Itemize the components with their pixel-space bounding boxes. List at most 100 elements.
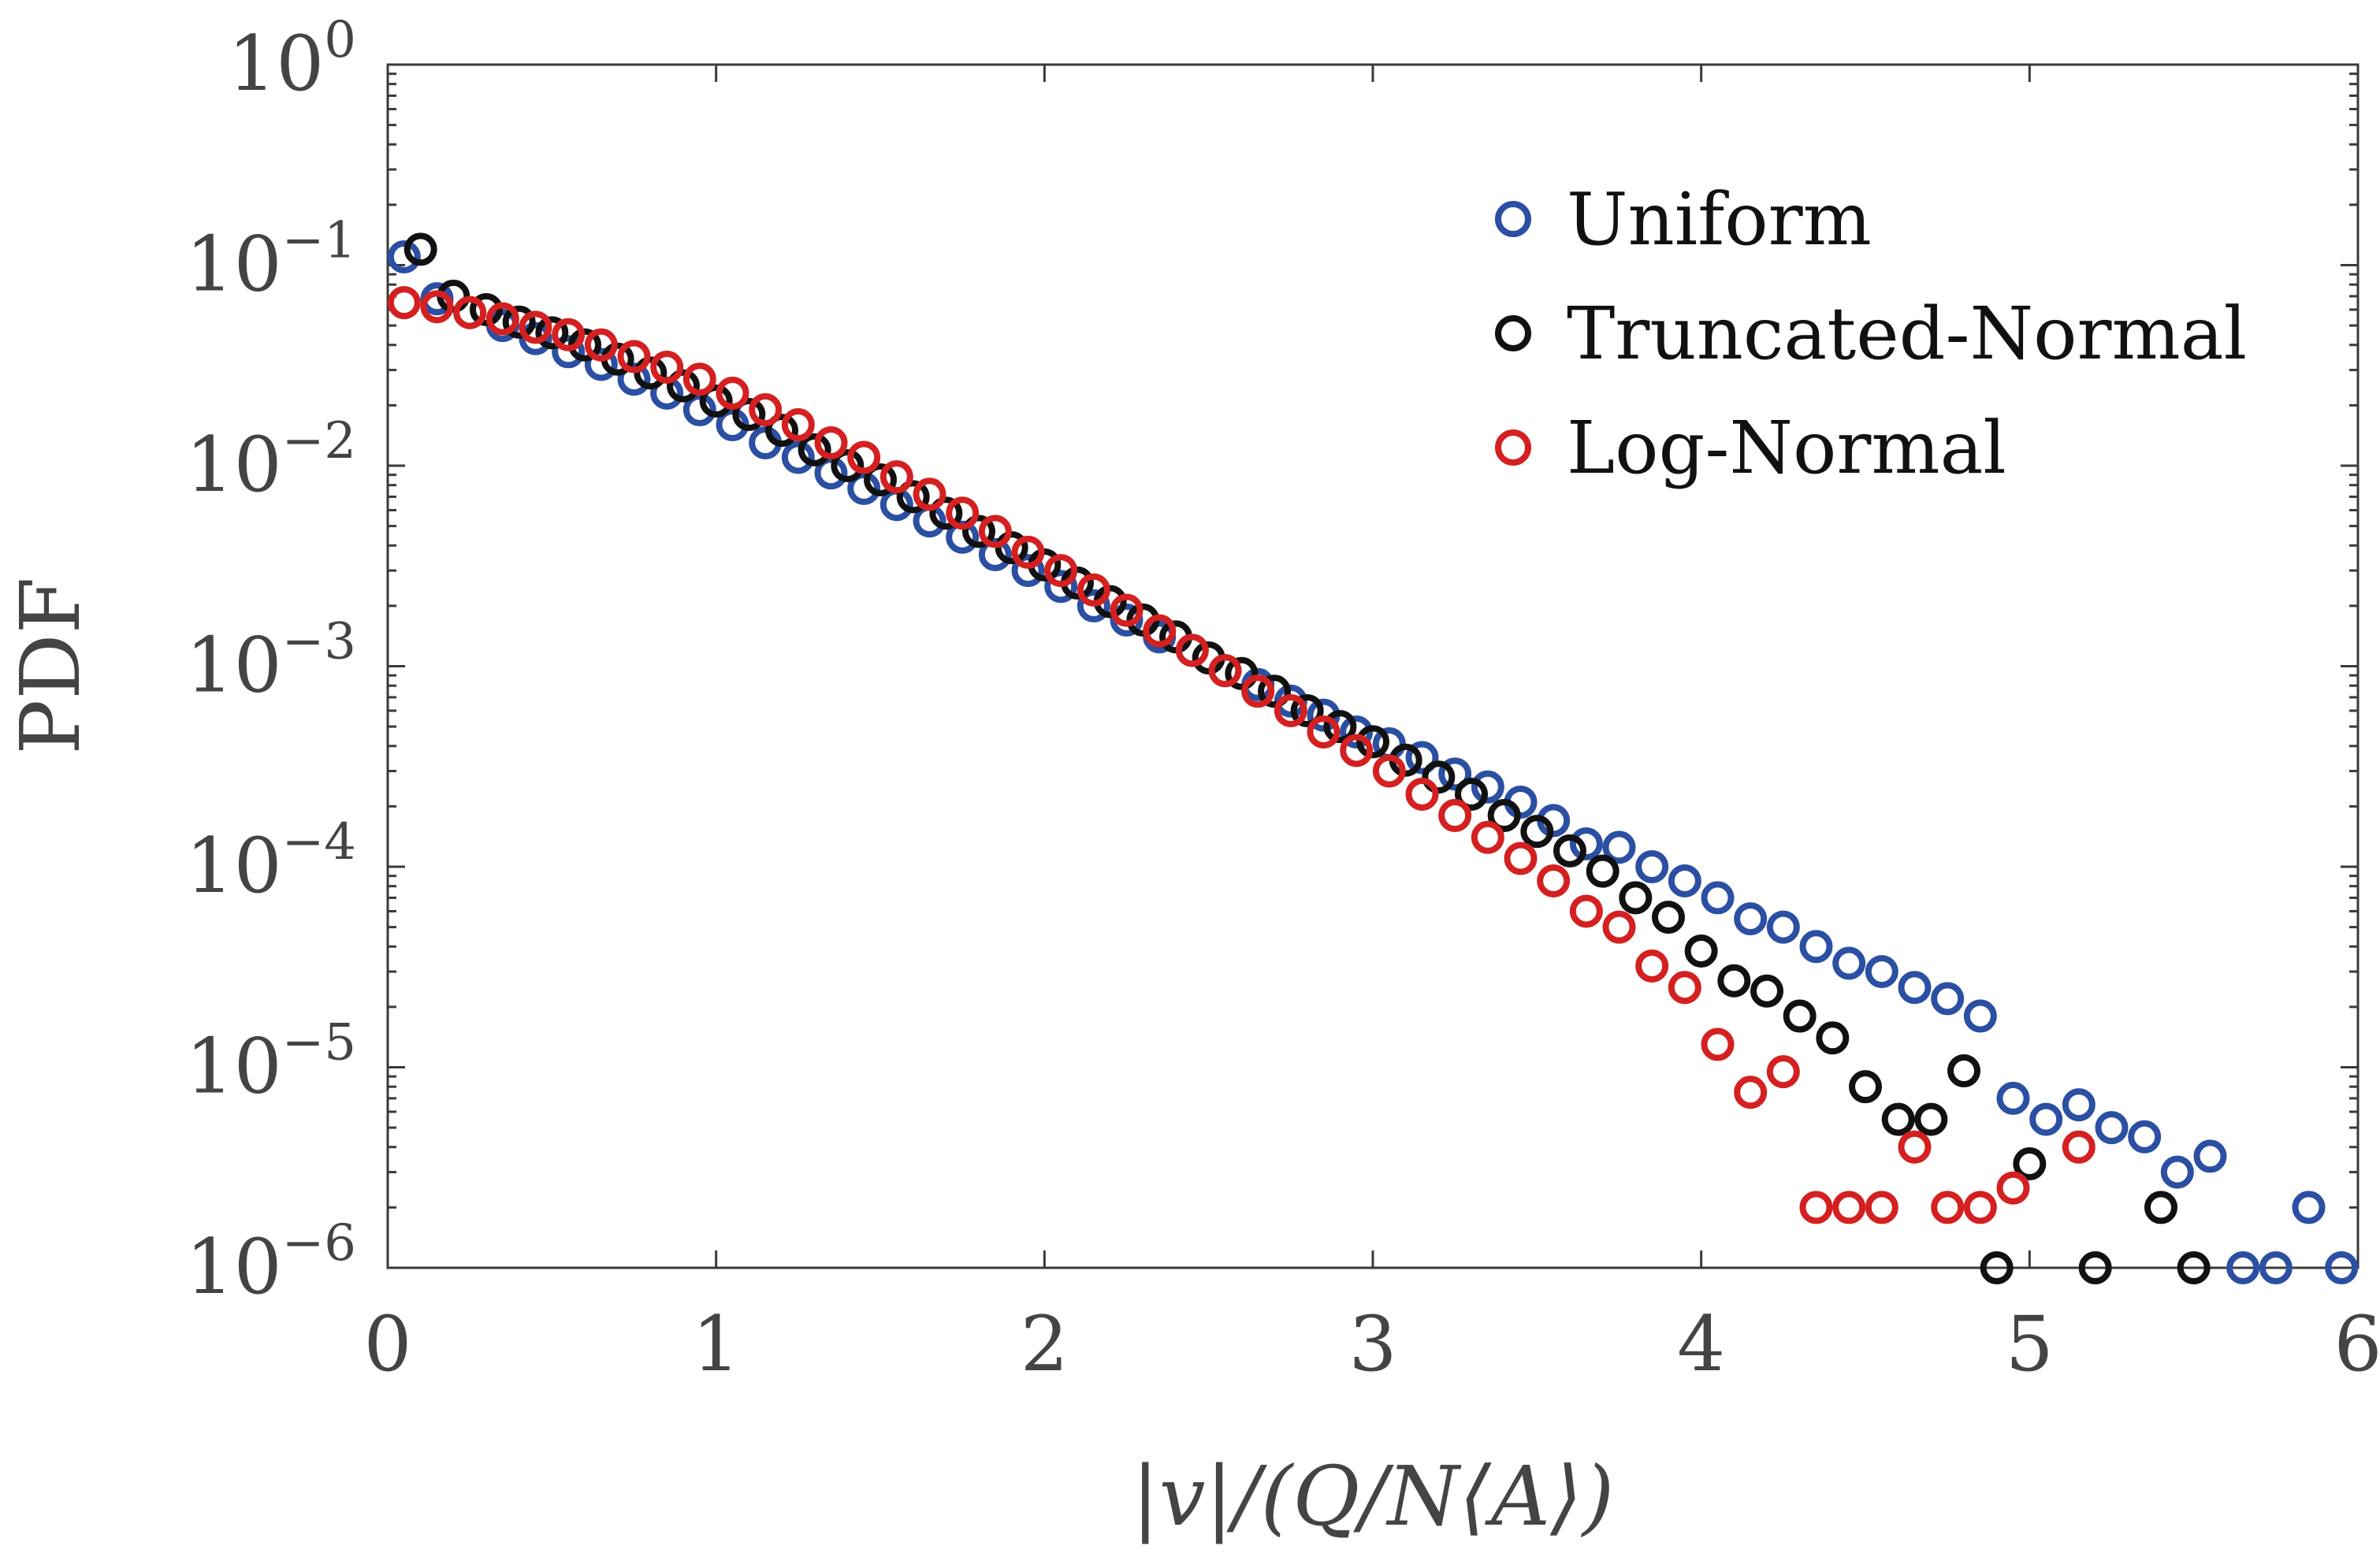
data-point (1569, 894, 1603, 928)
data-point (1652, 901, 1685, 934)
data-point (552, 335, 586, 369)
data-point (896, 480, 930, 514)
data-point (470, 292, 503, 326)
data-point (864, 463, 897, 496)
data-point (1011, 554, 1045, 588)
data-point (1323, 710, 1357, 744)
data-point (682, 362, 716, 396)
data-point (1898, 1130, 1932, 1164)
data-point (1668, 971, 1701, 1005)
data-point (978, 537, 1012, 571)
data-point (847, 471, 881, 505)
data-point (519, 310, 552, 344)
data-point (1077, 573, 1110, 607)
data-point (1980, 1251, 2014, 1284)
data-point (1586, 854, 1620, 888)
data-point (1422, 760, 1456, 794)
data-point (1963, 999, 1997, 1033)
data-point (1684, 934, 1718, 968)
series-log-normal (387, 286, 2096, 1224)
data-point (1635, 850, 1669, 883)
data-point (2193, 1139, 2227, 1173)
data-point (2226, 1251, 2260, 1284)
data-point (716, 376, 749, 410)
data-point (1717, 964, 1751, 998)
data-point (1701, 881, 1735, 915)
data-point (1734, 1076, 1768, 1109)
data-point (1307, 715, 1341, 749)
data-point (1963, 1191, 1997, 1224)
data-point (1537, 864, 1571, 897)
data-point (2144, 1191, 2177, 1224)
data-point (485, 302, 519, 336)
data-point (1438, 757, 1472, 791)
data-point (1011, 535, 1045, 569)
data-point (699, 384, 733, 418)
y-tick-label: 10−2 (186, 412, 357, 509)
data-point (1356, 725, 1389, 759)
data-point (1881, 1102, 1915, 1136)
data-point (387, 286, 421, 320)
data-point (1734, 902, 1768, 936)
y-axis-label: PDF (2, 577, 99, 755)
axes-frame (386, 63, 2360, 1269)
data-point (617, 340, 651, 373)
data-point (2062, 1088, 2096, 1122)
data-point (1110, 593, 1144, 627)
data-point (1225, 656, 1259, 690)
data-point (1340, 734, 1374, 767)
data-point (1619, 881, 1653, 915)
x-tick-label: 5 (2006, 1300, 2054, 1388)
x-tick-label: 1 (692, 1300, 740, 1388)
data-point (682, 393, 716, 427)
data-point (1783, 999, 1817, 1033)
y-tick-label: 10−5 (186, 1014, 357, 1111)
data-point (2128, 1120, 2162, 1154)
data-point (798, 433, 831, 466)
data-point (1208, 654, 1242, 688)
data-point (749, 393, 783, 427)
data-point (1044, 554, 1078, 588)
data-point (2160, 1155, 2194, 1189)
data-point (1816, 1021, 1850, 1055)
data-point (1832, 946, 1866, 980)
legend-label: Log-Normal (1567, 406, 2006, 490)
data-point (1405, 741, 1439, 775)
data-point (519, 321, 552, 355)
data-point (1849, 1070, 1882, 1104)
data-point (1340, 715, 1374, 749)
y-tick-label: 10−4 (186, 813, 357, 910)
data-point (1799, 930, 1833, 964)
data-point (1241, 674, 1275, 708)
data-point (1044, 570, 1078, 604)
y-tick-label: 100 (228, 11, 356, 108)
data-point (1438, 799, 1472, 833)
data-point (584, 347, 618, 381)
data-point (1471, 820, 1504, 854)
data-point (913, 477, 946, 511)
data-point (552, 318, 586, 351)
legend-label: Uniform (1567, 177, 1872, 262)
data-point (1520, 815, 1554, 849)
data-point (1602, 830, 1636, 864)
data-point (1405, 777, 1439, 811)
data-point (962, 515, 995, 548)
data-point (1701, 1027, 1735, 1061)
data-point (814, 456, 848, 490)
data-point (1947, 1054, 1980, 1088)
data-point (1553, 834, 1586, 868)
data-point (1865, 1191, 1898, 1224)
data-point (667, 369, 700, 403)
data-point (617, 362, 651, 396)
data-point (879, 460, 913, 494)
data-point (1766, 1055, 1800, 1089)
data-point (2062, 1130, 2096, 1164)
data-point (1668, 864, 1701, 897)
data-point (946, 496, 980, 530)
data-point (453, 295, 487, 329)
axis-ticks: 0 1 2 3 4 5 6 100 10−1 10−2 10−3 10−4 10−5 10−6 (186, 11, 2380, 1388)
y-tick-label: 10−3 (186, 613, 357, 710)
data-point (1914, 1102, 1948, 1136)
y-tick-label: 10−6 (186, 1214, 357, 1311)
